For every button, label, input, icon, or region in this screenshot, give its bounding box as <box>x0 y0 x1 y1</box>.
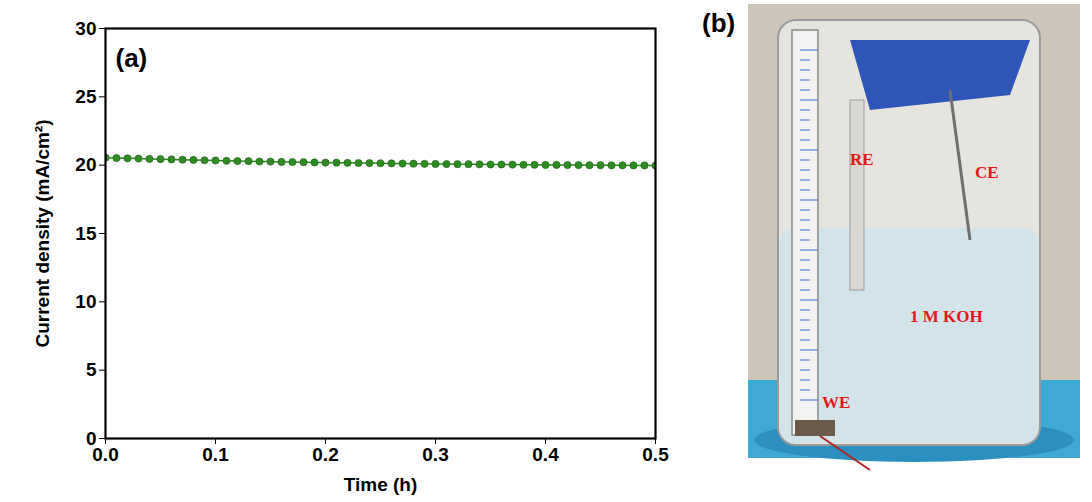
svg-text:0.1: 0.1 <box>202 444 229 465</box>
svg-text:0.5: 0.5 <box>642 444 669 465</box>
svg-text:5: 5 <box>86 359 97 380</box>
svg-text:0.3: 0.3 <box>422 444 448 465</box>
svg-text:15: 15 <box>75 223 97 244</box>
svg-text:(b): (b) <box>702 8 735 38</box>
svg-text:0: 0 <box>85 427 97 449</box>
svg-text:0.0: 0.0 <box>92 444 118 465</box>
svg-text:CE: CE <box>975 163 999 182</box>
svg-text:Time (h): Time (h) <box>344 474 418 495</box>
svg-text:(a): (a) <box>116 43 148 73</box>
svg-text:20: 20 <box>75 154 96 175</box>
svg-text:30: 30 <box>75 18 96 39</box>
svg-text:WE: WE <box>822 393 850 412</box>
svg-text:10: 10 <box>75 291 96 312</box>
svg-text:Current density (mA/cm²): Current density (mA/cm²) <box>32 119 53 347</box>
svg-text:RE: RE <box>850 150 874 169</box>
svg-text:1 M KOH: 1 M KOH <box>910 307 983 326</box>
svg-text:0.4: 0.4 <box>532 444 559 465</box>
svg-text:0.2: 0.2 <box>312 444 338 465</box>
svg-text:25: 25 <box>75 86 97 107</box>
